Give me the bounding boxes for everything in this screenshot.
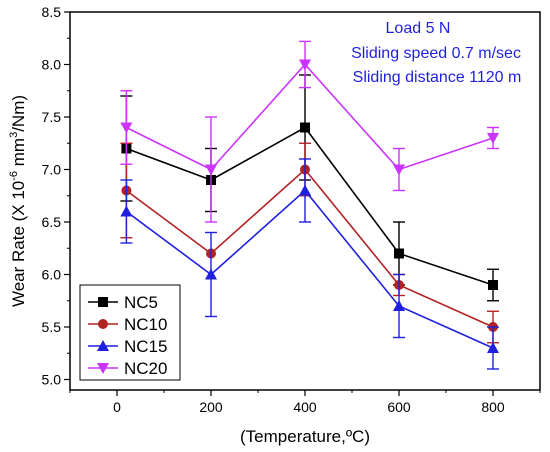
data-point-nc15	[487, 342, 499, 353]
x-tick-label-400: 400	[293, 399, 317, 415]
x-tick-label-200: 200	[199, 399, 223, 415]
series-layer	[120, 40, 499, 370]
data-point-nc5	[300, 122, 310, 133]
y-tick-label-5: 5.0	[42, 372, 62, 388]
annotation-load: Load 5 N	[386, 20, 451, 37]
data-point-nc15	[393, 300, 405, 311]
x-axis-label: (Temperature,ºC)	[240, 427, 370, 446]
annotation-sliding-distance: Sliding distance 1120 m	[353, 69, 522, 86]
legend-label-nc20: NC20	[124, 359, 167, 378]
data-point-nc20	[487, 133, 499, 144]
y-axis-label: Wear Rate (X 10-6 mm3/Nm)	[8, 95, 28, 307]
legend-label-nc10: NC10	[124, 315, 167, 334]
series-line-nc15	[125, 189, 494, 349]
data-point-nc20	[120, 122, 133, 134]
legend-marker-nc15	[97, 340, 109, 351]
y-tick-label-6.5: 6.5	[42, 214, 62, 230]
y-label-exp-1: -6	[8, 171, 20, 181]
data-point-nc15	[205, 268, 217, 280]
data-point-nc5	[488, 280, 498, 290]
legend-box	[79, 284, 181, 381]
annotations: Load 5 N Sliding speed 0.7 m/sec Sliding…	[351, 20, 521, 86]
series-nc20	[120, 40, 499, 223]
legend-label-nc5: NC5	[124, 293, 158, 312]
series-line-nc5	[126, 126, 494, 286]
y-label-exp-2: 3	[8, 132, 20, 138]
y-tick-label-8.5: 8.5	[42, 4, 62, 20]
y-tick-label-8: 8.0	[42, 57, 62, 73]
y-tick-label-5.5: 5.5	[42, 319, 62, 335]
x-tick-label-600: 600	[387, 399, 411, 415]
data-point-nc5	[394, 248, 404, 259]
legend-label-nc15: NC15	[124, 337, 167, 356]
data-point-nc20	[393, 164, 405, 176]
y-tick-label-7.5: 7.5	[42, 109, 62, 125]
series-nc5	[120, 74, 499, 302]
data-point-nc15	[299, 184, 311, 196]
data-point-nc20	[205, 164, 217, 176]
y-label-part-2: mm	[9, 138, 28, 171]
data-point-nc20	[299, 59, 311, 71]
annotation-sliding-speed: Sliding speed 0.7 m/sec	[351, 45, 521, 62]
data-point-nc15	[120, 205, 133, 217]
axis-ticks: 0 200 400 600 800 5.0 5.5 6.0 6.5 7.0 7.5 8.0 8.5	[42, 4, 541, 415]
y-label-part-3: /Nm)	[9, 95, 28, 132]
legend-marker-nc20	[97, 363, 109, 374]
series-nc15	[120, 158, 499, 370]
y-label-part-1: Wear Rate (X 10	[9, 181, 28, 307]
legend-items: NC5 NC10 NC15 NC20	[88, 293, 167, 378]
legend: NC5 NC10 NC15 NC20	[79, 284, 181, 381]
x-tick-label-800: 800	[481, 399, 505, 415]
legend-marker-nc5	[98, 297, 108, 307]
y-tick-label-6: 6.0	[42, 267, 62, 283]
y-tick-label-7: 7.0	[42, 162, 62, 178]
x-tick-label-0: 0	[113, 399, 121, 415]
legend-marker-nc10	[98, 319, 108, 329]
